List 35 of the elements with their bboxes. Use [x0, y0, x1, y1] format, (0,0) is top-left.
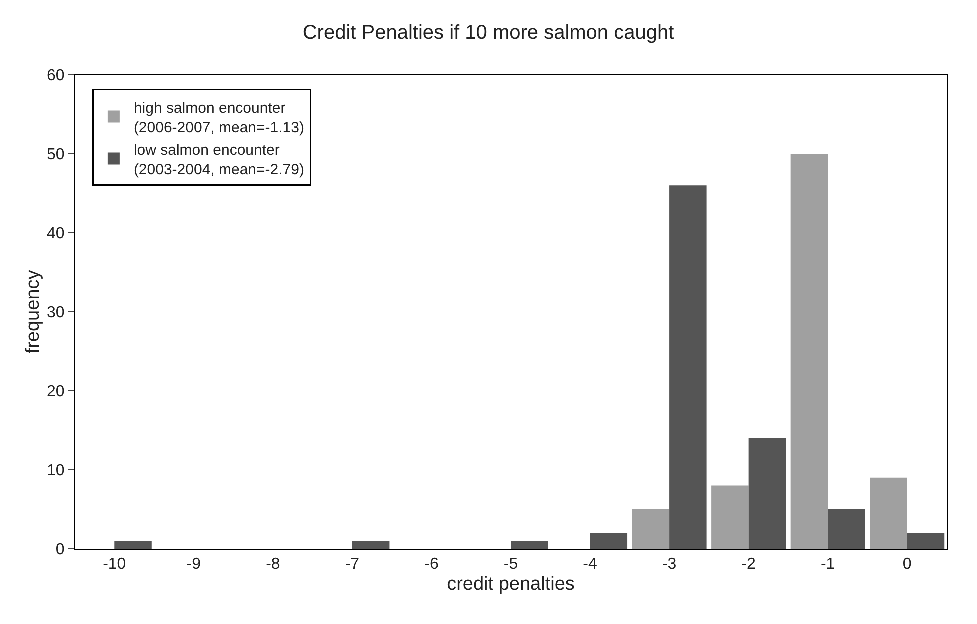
x-tick-label: -9 [186, 556, 202, 574]
bar [790, 154, 828, 549]
bar [352, 541, 390, 549]
x-axis-title: credit penalties [447, 574, 575, 595]
x-tick-label: -4 [583, 556, 598, 574]
y-tick-label: 30 [47, 304, 65, 322]
y-tick-label: 10 [47, 462, 65, 480]
bar [712, 486, 749, 549]
x-tick-label: 0 [902, 556, 912, 574]
y-axis-title: frequency [22, 270, 44, 354]
x-tick-label: -10 [103, 556, 126, 574]
bar [670, 186, 707, 549]
x-tick-label: -6 [424, 556, 439, 574]
bar [748, 438, 786, 549]
x-tick-label: -7 [345, 556, 360, 574]
x-tick-label: -3 [662, 556, 677, 574]
legend-label: high salmon encounter (2006-2007, mean=-1.13) [134, 100, 304, 136]
x-tick-label: -5 [504, 556, 518, 574]
y-tick-label: 50 [47, 146, 65, 164]
legend-label: low salmon encounter (2003-2004, mean=-2.79) [134, 142, 304, 178]
bar [632, 510, 670, 549]
x-tick-label: -1 [820, 556, 836, 574]
y-tick-label: 60 [47, 68, 65, 85]
y-tick-label: 20 [47, 384, 65, 401]
bar [828, 510, 866, 549]
y-tick-label: 40 [47, 226, 65, 243]
chart-title: Credit Penalties if 10 more salmon caught [302, 22, 675, 44]
x-tick-label: -8 [266, 556, 280, 574]
y-tick-label: 0 [56, 542, 65, 559]
bar [511, 541, 548, 549]
bar [870, 478, 908, 549]
bar [907, 533, 945, 549]
x-tick-label: -2 [742, 556, 756, 574]
bar [114, 541, 152, 549]
bar [590, 533, 628, 549]
